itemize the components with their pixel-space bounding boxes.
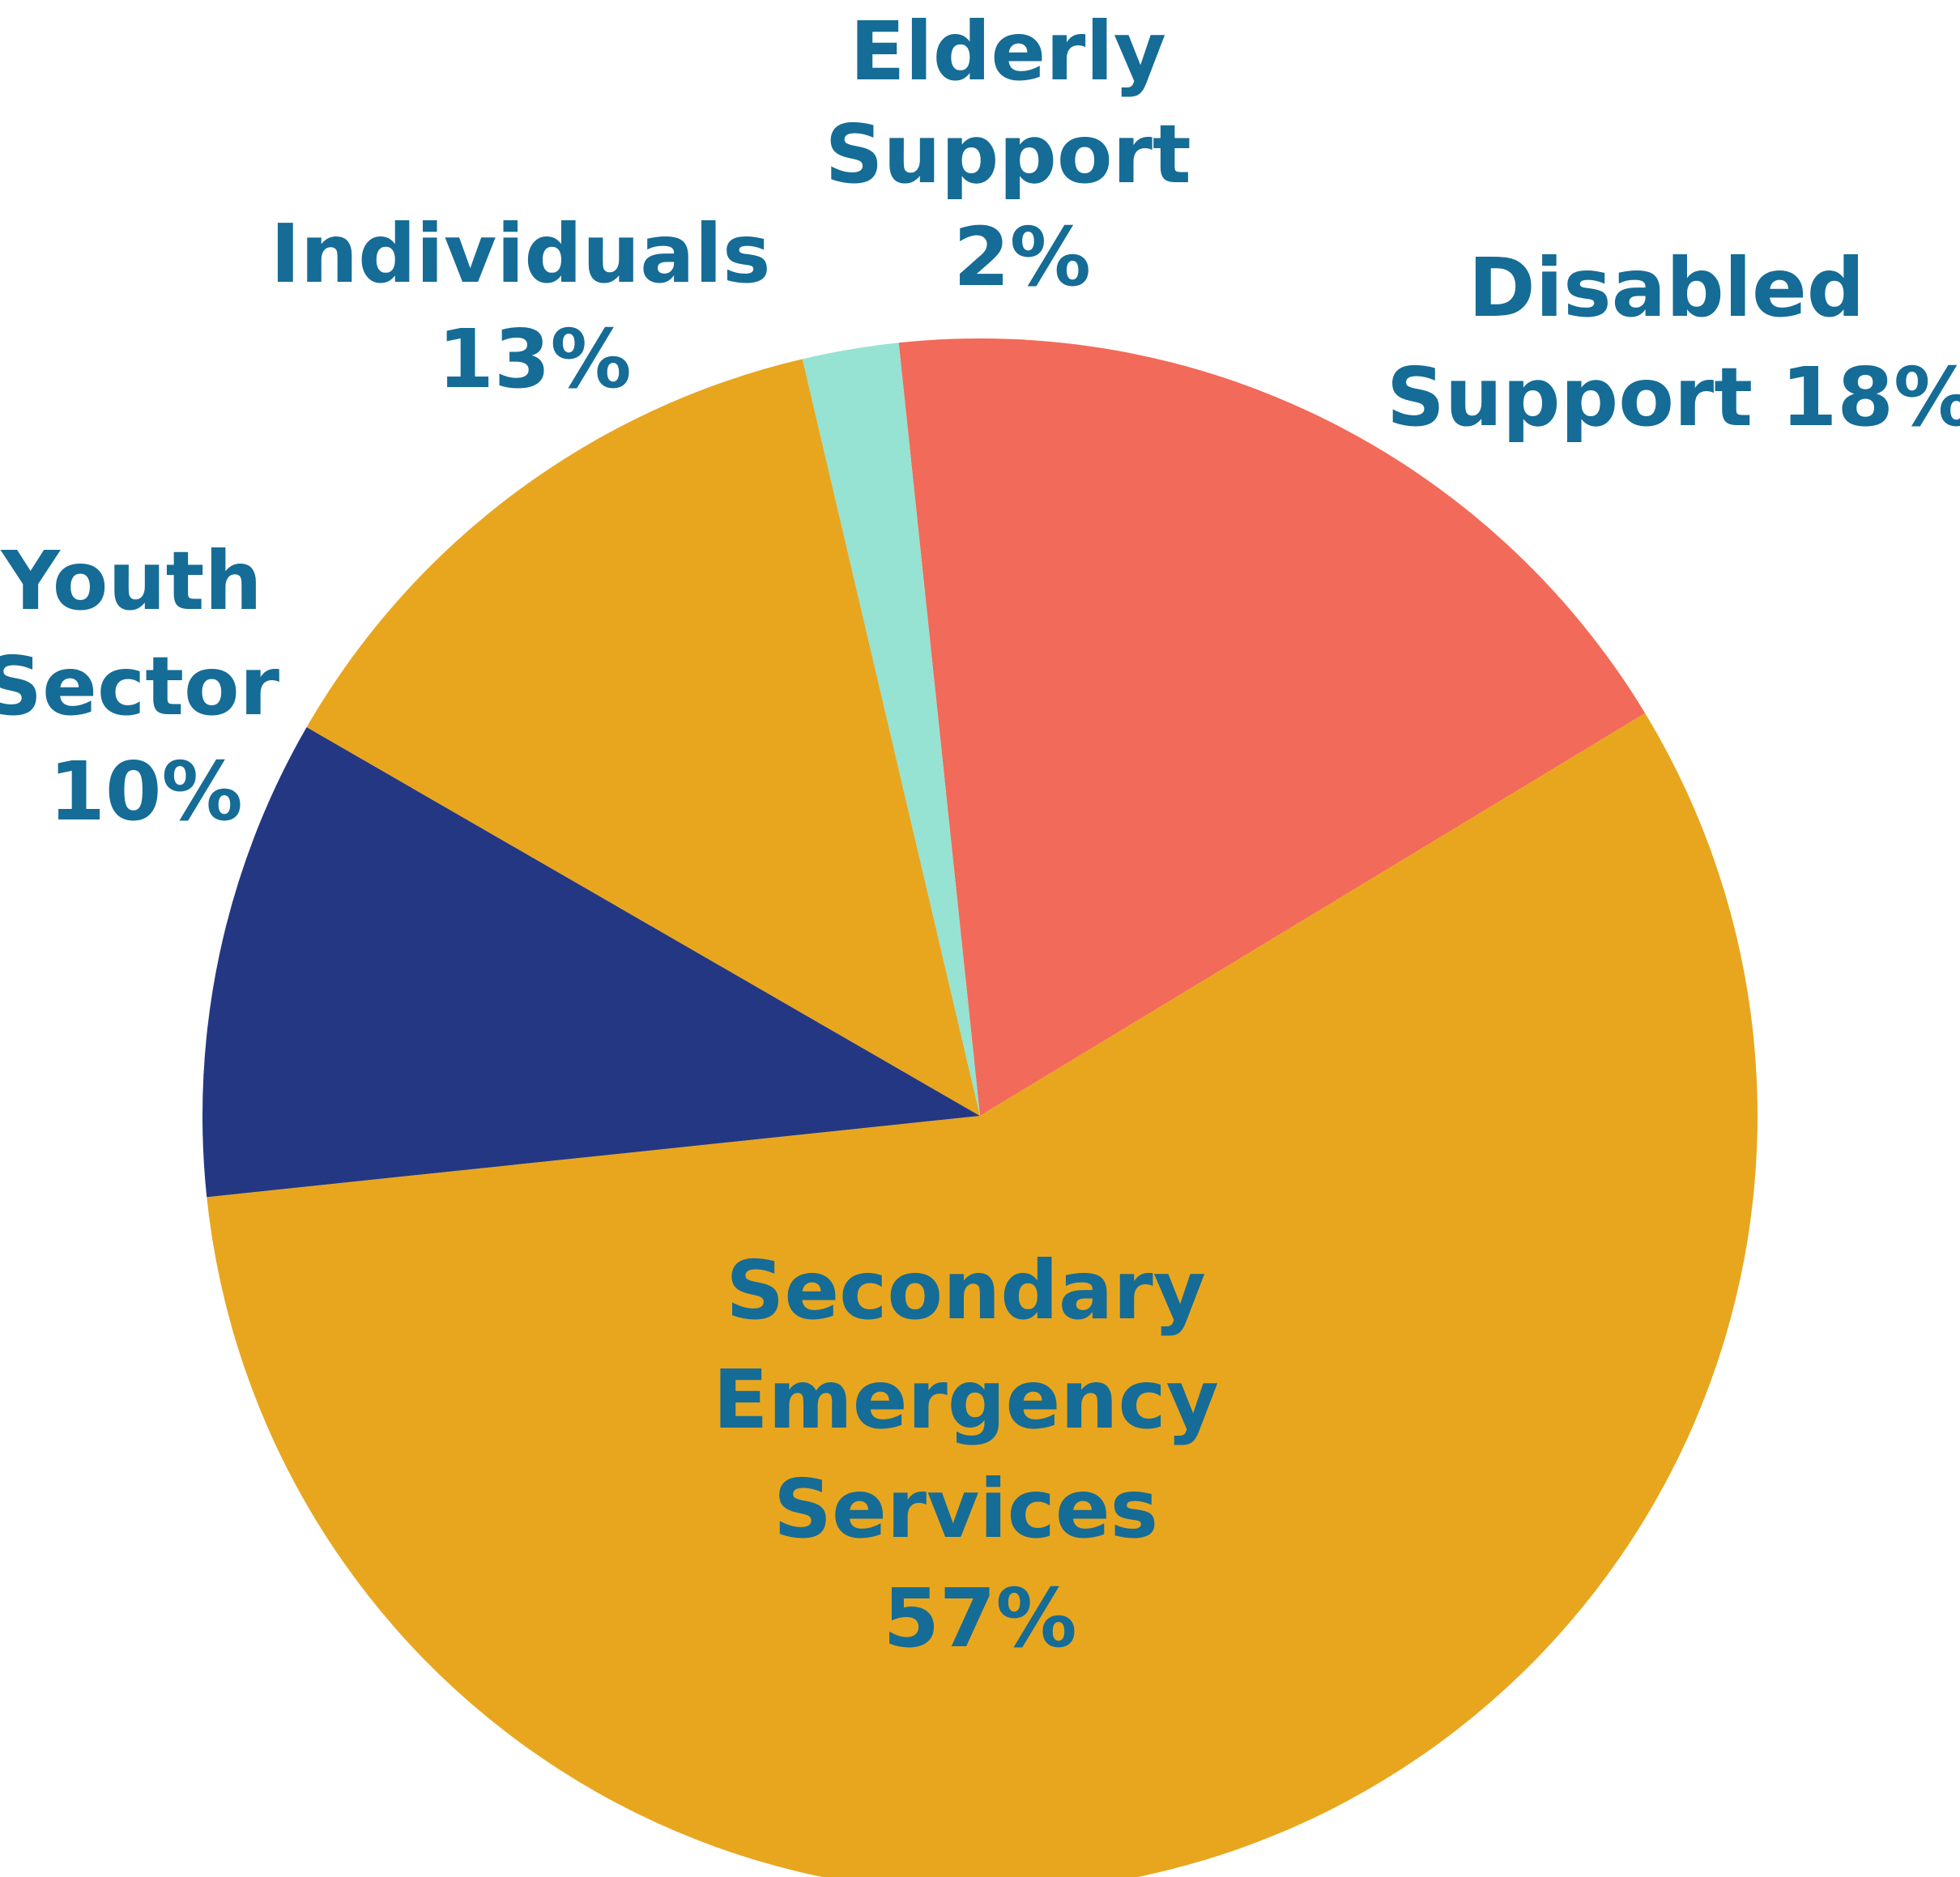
label-elderly-support-line-1: Elderly <box>850 4 1166 99</box>
pie-slice-secondary-emergency-services <box>207 713 1758 1877</box>
label-secondary-emergency-services-line-4: 57% <box>883 1571 1076 1666</box>
pie-slice-youth-sector <box>202 727 980 1198</box>
label-disabled-support: Disabled Support 18% <box>1387 240 1960 445</box>
label-secondary-emergency-services-line-1: Secondary <box>726 1243 1206 1338</box>
label-secondary-emergency-services: Secondary Emergency Services 57% <box>713 1243 1247 1666</box>
label-individuals-line-2: 13% <box>437 312 631 406</box>
label-disabled-support-line-2: Support 18% <box>1387 350 1960 445</box>
label-individuals: Individuals 13% <box>271 206 799 406</box>
label-youth-sector-line-3: 10% <box>49 744 242 839</box>
label-secondary-emergency-services-line-3: Services <box>773 1462 1158 1556</box>
label-youth-sector-line-1: Youth <box>1 534 262 628</box>
label-secondary-emergency-services-line-2: Emergency <box>713 1352 1219 1447</box>
label-individuals-line-1: Individuals <box>271 206 771 301</box>
label-disabled-support-line-1: Disabled <box>1468 240 1865 335</box>
pie-slices <box>202 338 1758 1877</box>
label-elderly-support: Elderly Support 2% <box>824 4 1219 304</box>
label-elderly-support-line-2: Support <box>824 107 1191 202</box>
label-youth-sector: Youth Sector 10% <box>0 534 308 839</box>
pie-slice-individuals <box>306 359 980 1116</box>
label-elderly-support-line-3: 2% <box>953 210 1091 304</box>
pie-slice-elderly-support <box>802 343 980 1116</box>
label-youth-sector-line-2: Sector <box>0 639 280 734</box>
pie-slice-disabled-support <box>898 338 1646 1116</box>
